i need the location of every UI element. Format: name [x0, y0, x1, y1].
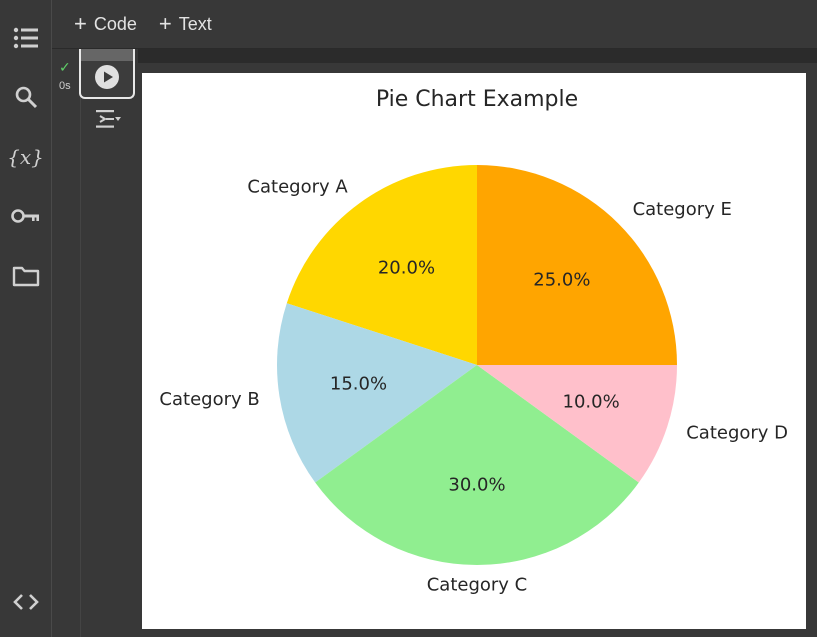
cell-gutter	[80, 49, 81, 637]
left-sidebar: {x}	[0, 0, 52, 637]
slice-label: Category C	[427, 575, 528, 596]
output-actions-icon[interactable]	[92, 107, 122, 131]
slice-label: Category B	[159, 389, 259, 410]
slice-percent-label: 10.0%	[563, 392, 620, 413]
plus-icon: +	[158, 11, 172, 36]
slice-label: Category A	[247, 177, 348, 198]
cell-editor-strip[interactable]	[138, 49, 817, 63]
add-code-label: Code	[93, 13, 137, 34]
run-button-shade	[81, 49, 133, 61]
slice-percent-label: 30.0%	[448, 475, 505, 496]
toolbar: + Code + Text	[52, 0, 817, 49]
slice-percent-label: 15.0%	[330, 373, 387, 394]
add-code-button[interactable]: + Code	[74, 13, 137, 35]
secrets-key-icon[interactable]	[0, 196, 51, 236]
chart-title: Pie Chart Example	[376, 87, 578, 112]
add-text-label: Text	[178, 13, 212, 34]
cell-output: Pie Chart Example Category A 20.0% Categor…	[142, 73, 806, 629]
add-text-button[interactable]: + Text	[159, 13, 212, 35]
pie-slice-category-e	[477, 165, 677, 365]
slice-percent-label: 25.0%	[533, 270, 590, 291]
variables-glyph: {x}	[7, 145, 44, 169]
play-icon	[95, 65, 119, 89]
run-cell-button[interactable]	[79, 49, 135, 99]
notebook-area: ✓ 0s Pie Chart Example Category A 20.0% Ca…	[52, 49, 817, 637]
table-of-contents-icon[interactable]	[0, 18, 51, 58]
success-check-icon: ✓	[59, 59, 71, 75]
pie-slice-category-b	[277, 303, 477, 483]
slice-percent-label: 20.0%	[378, 257, 435, 278]
search-icon[interactable]	[0, 77, 51, 117]
pie-slice-category-c	[315, 365, 639, 565]
plus-icon: +	[74, 11, 87, 36]
pie-slice-category-d	[477, 365, 677, 483]
slice-label: Category E	[633, 199, 732, 220]
slice-label: Category D	[686, 422, 788, 443]
pie-slice-category-a	[286, 165, 477, 365]
code-snippets-icon[interactable]	[0, 582, 51, 622]
exec-time: 0s	[59, 80, 71, 92]
pie-chart: Pie Chart Example Category A 20.0% Categor…	[159, 87, 788, 596]
variables-icon[interactable]: {x}	[0, 137, 51, 177]
folder-icon[interactable]	[0, 256, 51, 296]
